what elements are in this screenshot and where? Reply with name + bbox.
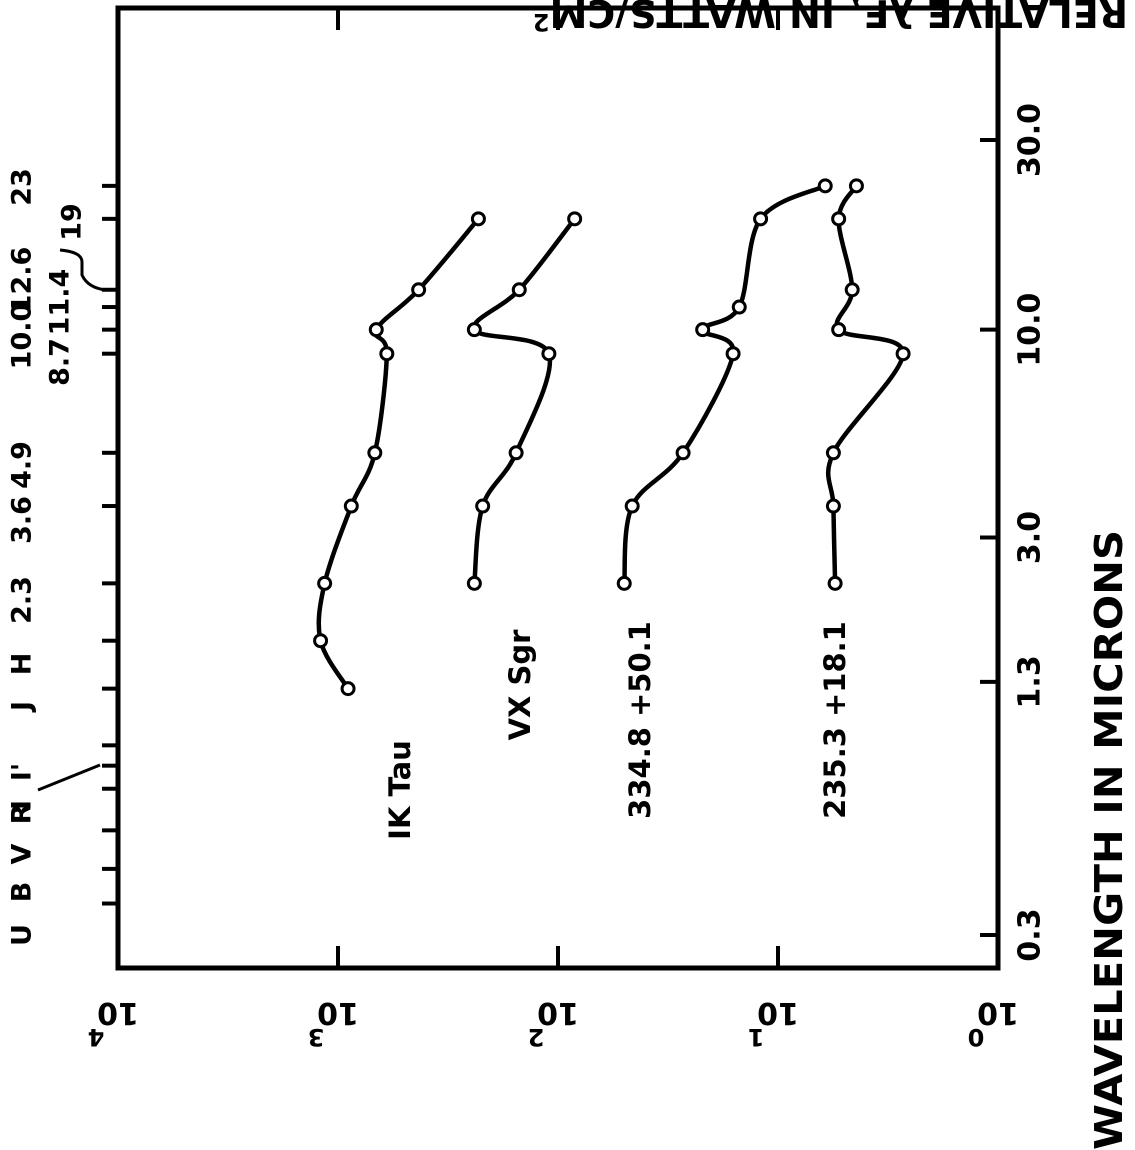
y-tick-label-0: 100 xyxy=(968,995,1019,1051)
x-axis-title: WAVELENGTH IN MICRONS xyxy=(1087,530,1131,1150)
data-point-235-3-18-1-6 xyxy=(831,211,847,227)
y-axis-title: RELATIVE λFλ IN WATTS/CM2 xyxy=(533,0,1128,36)
x-tick-label-1.3: 1.3 xyxy=(1013,655,1048,708)
band-label-19: 19 xyxy=(57,203,88,241)
y-axis-title-main: RELATIVE λF xyxy=(863,0,1128,35)
band-label-I': I' xyxy=(7,763,38,781)
y-tick-label-exp-0: 0 xyxy=(968,1023,985,1051)
series-label-334-8-50-1: 334.8 +50.1 xyxy=(623,621,657,819)
data-point-VX-Sgr-5 xyxy=(511,282,527,298)
data-point-VX-Sgr-3 xyxy=(541,346,557,362)
band-19-leader xyxy=(59,248,107,292)
data-point-VX-Sgr-2 xyxy=(508,445,524,461)
data-point-334-8-50-1-2 xyxy=(675,445,691,461)
y-tick-label-exp-3: 3 xyxy=(308,1023,325,1051)
series-curve-VX-Sgr xyxy=(471,216,577,586)
y-tick-label-1: 101 xyxy=(748,995,799,1051)
band-label-23: 23 xyxy=(7,168,38,206)
band-label-12.6: 12.6 xyxy=(7,247,38,314)
band-label-R: R xyxy=(7,803,38,824)
data-point-334-8-50-1-0 xyxy=(616,575,632,591)
band-label-3.6: 3.6 xyxy=(7,496,38,544)
data-point-235-3-18-1-0 xyxy=(827,575,843,591)
data-point-IK-Tau-5 xyxy=(379,346,395,362)
data-point-IK-Tau-6 xyxy=(368,322,384,338)
chart-labels: UBVRI'IJH2.33.64.98.710.011.412.619230.3… xyxy=(7,103,1048,1051)
data-point-235-3-18-1-3 xyxy=(895,346,911,362)
band-label-J: J xyxy=(7,701,38,713)
series-label-IK-Tau: IK Tau xyxy=(383,740,417,840)
band-label-U: U xyxy=(7,924,38,946)
series-label-VX-Sgr: VX Sgr xyxy=(503,629,537,741)
y-tick-label-base-1: 10 xyxy=(757,995,799,1030)
x-tick-label-10.0: 10.0 xyxy=(1013,293,1048,367)
x-tick-label-0.3: 0.3 xyxy=(1013,908,1048,961)
y-axis-title-superscript: 2 xyxy=(533,8,550,36)
tick-marks xyxy=(102,8,1000,968)
y-tick-label-exp-2: 2 xyxy=(528,1023,545,1051)
x-tick-label-3.0: 3.0 xyxy=(1013,511,1048,564)
data-point-IK-Tau-4 xyxy=(367,445,383,461)
series-curve-334-8-50-1 xyxy=(621,183,828,586)
y-tick-label-base-3: 10 xyxy=(317,995,359,1030)
y-tick-label-exp-4: 4 xyxy=(88,1023,105,1051)
data-point-334-8-50-1-1 xyxy=(624,498,640,514)
band-label-I: I xyxy=(7,800,38,810)
data-point-IK-Tau-0 xyxy=(340,681,356,697)
plot-frame xyxy=(115,5,1001,971)
data-point-VX-Sgr-0 xyxy=(466,575,482,591)
data-point-VX-Sgr-6 xyxy=(567,211,583,227)
y-tick-label-base-4: 10 xyxy=(97,995,139,1030)
data-point-235-3-18-1-1 xyxy=(825,498,841,514)
band-label-H: H xyxy=(7,653,38,676)
data-point-IK-Tau-3 xyxy=(343,498,359,514)
y-tick-label-2: 102 xyxy=(528,995,579,1051)
data-point-235-3-18-1-7 xyxy=(848,178,864,194)
band-label-11.4: 11.4 xyxy=(45,269,76,336)
band-label-V: V xyxy=(7,843,38,864)
band-label-2.3: 2.3 xyxy=(7,576,38,624)
band-label-8.7: 8.7 xyxy=(45,338,76,386)
data-point-334-8-50-1-4 xyxy=(695,322,711,338)
data-point-VX-Sgr-1 xyxy=(475,498,491,514)
data-point-334-8-50-1-3 xyxy=(725,346,741,362)
band-I-leader xyxy=(37,763,101,792)
data-point-235-3-18-1-5 xyxy=(844,282,860,298)
data-point-IK-Tau-2 xyxy=(317,575,333,591)
data-point-IK-Tau-7 xyxy=(411,282,427,298)
y-tick-label-4: 104 xyxy=(88,995,139,1051)
data-point-334-8-50-1-5 xyxy=(731,299,747,315)
band-label-4.9: 4.9 xyxy=(7,441,38,489)
band-label-10.0: 10.0 xyxy=(7,303,38,370)
data-point-235-3-18-1-4 xyxy=(831,322,847,338)
y-tick-label-3: 103 xyxy=(308,995,359,1051)
x-tick-label-30.0: 30.0 xyxy=(1013,103,1048,177)
y-tick-label-base-0: 10 xyxy=(977,995,1019,1030)
series-curve-IK-Tau xyxy=(316,216,481,691)
data-points xyxy=(313,178,911,697)
data-point-235-3-18-1-2 xyxy=(825,445,841,461)
y-axis-title-rest: IN WATTS/CM xyxy=(550,0,849,35)
data-point-334-8-50-1-6 xyxy=(753,211,769,227)
data-point-IK-Tau-1 xyxy=(313,633,329,649)
data-point-IK-Tau-8 xyxy=(470,211,486,227)
data-point-VX-Sgr-4 xyxy=(466,322,482,338)
band-label-B: B xyxy=(7,882,38,903)
y-tick-label-exp-1: 1 xyxy=(748,1023,765,1051)
series-label-235-3-18-1: 235.3 +18.1 xyxy=(818,621,852,819)
series-curves xyxy=(316,183,906,691)
y-tick-label-base-2: 10 xyxy=(537,995,579,1030)
series-curve-235-3-18-1 xyxy=(825,183,906,586)
data-point-334-8-50-1-7 xyxy=(817,178,833,194)
y-axis-title-subscript: λ xyxy=(848,0,863,12)
